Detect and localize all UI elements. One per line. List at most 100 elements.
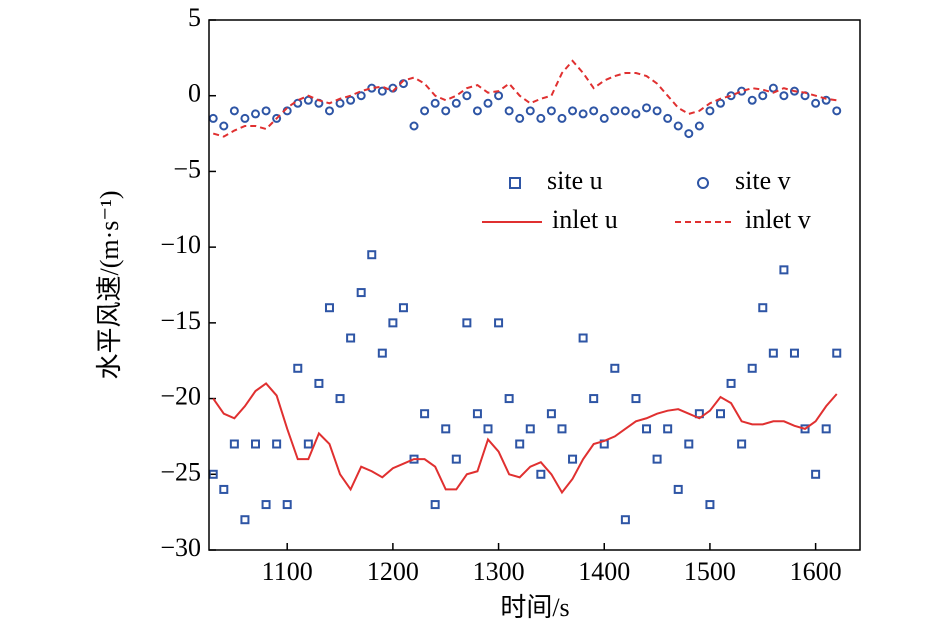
marker — [673, 484, 683, 494]
legend-symbol — [509, 177, 521, 189]
marker — [568, 454, 578, 464]
marker — [261, 500, 271, 510]
marker — [758, 303, 768, 313]
series-line — [212, 59, 837, 138]
marker — [324, 106, 334, 116]
marker — [398, 303, 408, 313]
marker — [642, 424, 652, 434]
y-tick-label: −10 — [160, 230, 201, 259]
x-tick-label: 1300 — [473, 557, 525, 586]
y-tick-label: −25 — [160, 457, 201, 486]
marker — [525, 106, 535, 116]
marker — [409, 121, 419, 131]
marker — [589, 106, 599, 116]
y-tick-label: 0 — [188, 79, 201, 108]
x-tick-label: 1200 — [367, 557, 419, 586]
marker — [240, 113, 250, 123]
marker — [758, 91, 768, 101]
y-tick-label: 5 — [188, 3, 201, 32]
y-tick-label: −5 — [173, 154, 201, 183]
marker — [272, 439, 282, 449]
marker — [303, 439, 313, 449]
legend-label: inlet u — [552, 205, 618, 234]
marker — [367, 250, 377, 260]
x-tick-label: 1100 — [262, 557, 313, 586]
marker — [293, 363, 303, 373]
marker — [282, 500, 292, 510]
marker — [694, 121, 704, 131]
marker — [832, 348, 842, 358]
marker — [536, 113, 546, 123]
marker — [652, 454, 662, 464]
y-tick-label: −20 — [160, 382, 201, 411]
marker — [504, 106, 514, 116]
marker — [451, 98, 461, 108]
marker — [832, 106, 842, 116]
marker — [684, 439, 694, 449]
marker — [219, 121, 229, 131]
marker — [377, 86, 387, 96]
series-line — [212, 382, 838, 495]
marker — [779, 265, 789, 275]
marker — [240, 515, 250, 525]
marker — [441, 424, 451, 434]
marker — [589, 394, 599, 404]
x-axis-label: 时间/s — [500, 593, 569, 622]
x-tick-label: 1400 — [578, 557, 630, 586]
legend-symbol — [697, 177, 709, 189]
marker — [821, 424, 831, 434]
marker — [578, 109, 588, 119]
marker — [631, 394, 641, 404]
marker — [768, 348, 778, 358]
marker — [652, 106, 662, 116]
marker — [472, 106, 482, 116]
marker — [673, 121, 683, 131]
plot-frame — [208, 19, 861, 551]
marker — [430, 500, 440, 510]
marker — [388, 318, 398, 328]
marker — [324, 303, 334, 313]
marker — [557, 113, 567, 123]
marker — [610, 363, 620, 373]
marker — [483, 424, 493, 434]
marker — [229, 439, 239, 449]
marker — [451, 454, 461, 464]
marker — [631, 109, 641, 119]
legend-label: site v — [735, 166, 791, 195]
marker — [525, 424, 535, 434]
marker — [483, 98, 493, 108]
marker — [811, 469, 821, 479]
marker — [346, 333, 356, 343]
x-tick-label: 1500 — [684, 557, 736, 586]
y-tick-label: −30 — [160, 533, 201, 562]
legend-label: site u — [547, 166, 603, 195]
marker — [356, 288, 366, 298]
marker — [557, 424, 567, 434]
marker — [377, 348, 387, 358]
marker — [599, 113, 609, 123]
marker — [821, 95, 831, 105]
marker — [293, 98, 303, 108]
marker — [420, 106, 430, 116]
marker — [229, 106, 239, 116]
y-axis-label: 水平风速/(m·s⁻¹) — [95, 190, 124, 379]
x-tick-label: 1600 — [790, 557, 842, 586]
marker — [578, 333, 588, 343]
marker — [620, 515, 630, 525]
marker — [272, 113, 282, 123]
marker — [737, 439, 747, 449]
marker — [789, 348, 799, 358]
marker — [219, 484, 229, 494]
marker — [462, 318, 472, 328]
marker — [546, 106, 556, 116]
marker — [726, 378, 736, 388]
marker — [494, 318, 504, 328]
marker — [546, 409, 556, 419]
marker — [472, 409, 482, 419]
marker — [568, 106, 578, 116]
marker — [515, 439, 525, 449]
marker — [620, 106, 630, 116]
marker — [779, 91, 789, 101]
marker — [504, 394, 514, 404]
